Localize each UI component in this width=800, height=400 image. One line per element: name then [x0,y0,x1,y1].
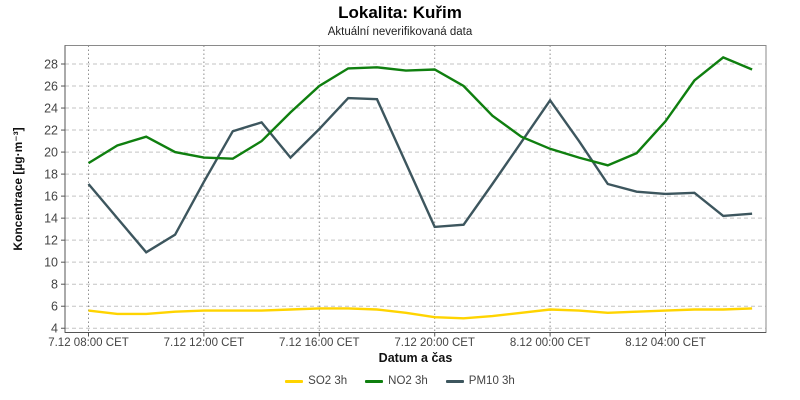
y-tick-label: 4 [51,322,58,336]
plot-frame [64,45,767,333]
x-tick-label: 8.12 04:00 CET [625,337,706,349]
y-tick-label: 22 [44,124,58,138]
x-tick-label: 7.12 08:00 CET [48,337,129,349]
y-tick-label: 6 [51,300,58,314]
y-tick-label: 20 [44,146,58,160]
legend-label-no2: NO2 3h [388,375,428,387]
pm10-line-swatch [445,379,464,383]
series-line-pm10-3h [87,96,753,254]
y-tick-label: 26 [44,80,58,94]
x-tick-label: 7.12 16:00 CET [279,337,360,349]
y-tick-label: 8 [51,278,58,292]
chart-subtitle: Aktuální neverifikovaná data [327,26,473,38]
no2-line-swatch [365,379,384,383]
legend-label-pm10: PM10 3h [468,375,515,387]
y-tick-label: 28 [44,58,58,72]
y-tick-label: 14 [44,212,58,226]
legend-item-so2: SO2 3h [285,375,347,387]
y-tick-label: 10 [44,256,58,270]
x-tick-label: 8.12 00:00 CET [510,337,591,349]
y-tick-label: 16 [44,190,58,204]
legend-label-so2: SO2 3h [308,375,348,387]
chart-legend: SO2 3h NO2 3h PM10 3h [0,375,800,387]
legend-item-no2: NO2 3h [365,375,428,387]
so2-line-swatch [285,379,304,383]
y-tick-label: 18 [44,168,58,182]
y-tick-label: 12 [44,234,58,248]
series-line-no2-3h [87,56,753,167]
x-tick-label: 7.12 12:00 CET [164,337,245,349]
chart-title: Lokalita: Kuřim [338,3,462,22]
y-axis-title: Koncentrace [µg·m⁻³] [11,127,25,251]
series-line-so2-3h [88,307,753,320]
legend-item-pm10: PM10 3h [445,375,515,387]
y-tick-label: 24 [44,102,58,116]
x-axis-title: Datum a čas [378,351,453,365]
x-tick-label: 7.12 20:00 CET [394,337,475,349]
